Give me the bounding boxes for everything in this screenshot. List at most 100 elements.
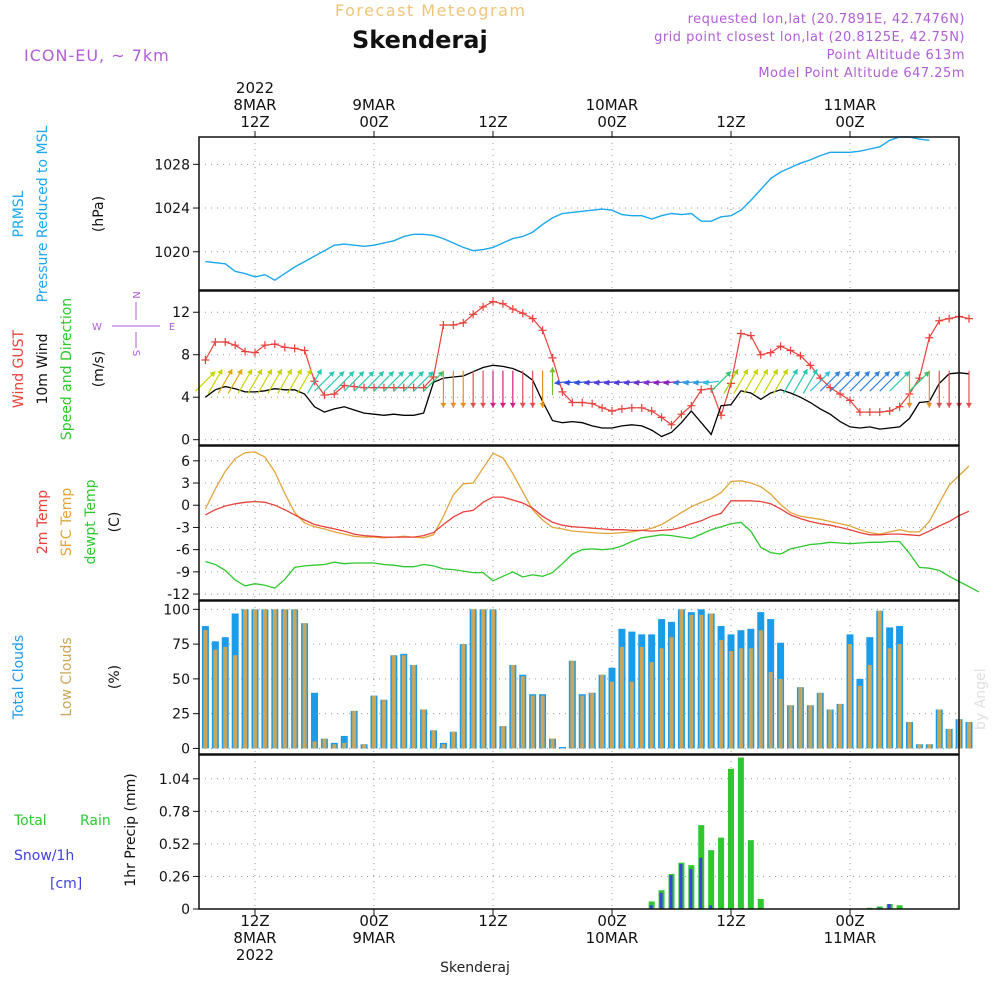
wind-arrow: [353, 370, 375, 392]
wind-arrow: [773, 368, 789, 394]
low-cloud-bar: [848, 644, 852, 749]
gust-marker: [508, 305, 517, 314]
gust-line: [204, 300, 970, 426]
wind-arrow-head: [368, 371, 374, 378]
top-time-label: 12Z: [716, 113, 745, 131]
wind-arrow: [743, 368, 759, 394]
plot-layer: 10201024102804812630-3-6-9-1202550751000…: [154, 79, 980, 964]
wind-arrow-head: [209, 371, 216, 378]
wind-arrow-head: [834, 371, 841, 378]
cloud-labels: Total Clouds Low Clouds (%): [11, 635, 123, 720]
wind-arrow-head: [703, 379, 709, 386]
low-cloud-bar: [917, 744, 922, 749]
rain-bar: [728, 768, 734, 909]
y-tick-label: -9: [176, 565, 190, 581]
wind-arrow-head: [388, 371, 394, 378]
wind-arrow-head: [653, 379, 659, 386]
t2m-line: [205, 496, 970, 538]
gust-marker: [489, 297, 497, 306]
wind-arrow-head: [762, 369, 768, 375]
low-cloud-bar: [550, 738, 555, 749]
top-time-label: 00Z: [835, 113, 864, 131]
low-cloud-bar: [679, 609, 684, 749]
wind-arrow: [782, 368, 799, 394]
wind-arrow-head: [844, 371, 850, 378]
wind-arrow: [926, 370, 933, 408]
top-time-label: 11MAR: [824, 96, 877, 114]
gust-marker: [399, 383, 408, 392]
bottom-time-label: 10MAR: [586, 929, 639, 947]
gust-marker: [429, 373, 438, 382]
wind-arrow-head: [864, 371, 870, 378]
precip-unit: 1hr Precip (mm): [123, 773, 139, 886]
top-time-label: 2022: [236, 79, 274, 97]
wind-arrow-head: [276, 369, 282, 375]
wind-arrow-head: [584, 379, 590, 386]
y-tick-label: 12: [172, 305, 190, 321]
gust-marker: [895, 402, 904, 411]
clouds-panel: 0 25 50 75 100: [163, 601, 973, 757]
gust-marker: [855, 408, 864, 417]
gust-marker: [806, 361, 815, 370]
gust-marker: [300, 346, 309, 355]
low-cloud-bar: [332, 744, 337, 749]
wind-arrow-head: [519, 402, 526, 408]
y-tick-label: 0: [181, 741, 190, 757]
wind-arrow: [879, 370, 900, 392]
wind-arrow-head: [306, 369, 312, 375]
wind-speed-line: [205, 364, 970, 438]
wind-arrow-head: [693, 379, 699, 386]
bottom-time-label: 00Z: [835, 912, 864, 930]
wind-arrow: [333, 370, 355, 392]
low-cloud-bar: [689, 614, 694, 749]
wind-arrow: [257, 368, 273, 394]
gust-marker: [637, 403, 646, 412]
gust-marker: [548, 353, 557, 362]
rain-bar: [737, 757, 744, 909]
wind-label-2: 10m Wind: [35, 333, 51, 404]
low-cloud-bar: [897, 644, 902, 749]
wind-arrow: [207, 368, 223, 394]
cloud-label-1: Total Clouds: [11, 635, 27, 720]
low-cloud-bar: [372, 695, 376, 749]
y-tick-label: 50: [172, 672, 190, 688]
wind-arrow-head: [266, 369, 273, 375]
precip-label-total: Total: [13, 813, 47, 829]
wind-arrow-head: [663, 379, 669, 386]
dewpt-line: [205, 521, 980, 593]
wind-arrow-head: [499, 402, 506, 408]
wind-arrow: [849, 370, 871, 392]
gust-marker: [687, 401, 696, 410]
rain-bar: [708, 850, 715, 909]
wind-arrow: [966, 370, 972, 408]
wind-frame: [198, 290, 960, 446]
precip-label-snow: Snow/1h: [14, 848, 74, 864]
gust-marker: [389, 383, 398, 392]
wind-arrow: [440, 370, 447, 408]
wind-arrow: [450, 370, 457, 408]
low-cloud-bar: [342, 742, 347, 749]
gust-marker: [756, 350, 765, 359]
temp-labels: 2m Temp SFC Temp dewpt Temp (C): [35, 479, 123, 564]
pressure-label-2: Pressure Reduced to MSL: [35, 125, 51, 302]
wind-arrow: [839, 370, 861, 392]
rain-bar: [896, 905, 903, 909]
snow-bar: [679, 863, 683, 909]
total-cloud-bar: [340, 735, 348, 749]
y-tick-label: 0: [181, 498, 190, 514]
gust-marker: [697, 385, 706, 394]
wind-panel: 0 4 8 12: [172, 291, 973, 449]
low-cloud-bar: [748, 648, 753, 749]
low-cloud-bar: [808, 705, 813, 749]
gust-marker: [221, 337, 230, 346]
low-cloud-bar: [381, 699, 386, 749]
low-cloud-bar: [947, 728, 952, 749]
wind-arrow: [802, 368, 818, 394]
wind-arrow: [393, 370, 415, 392]
low-cloud-bar: [391, 655, 396, 749]
wind-arrow: [306, 368, 323, 394]
gust-marker: [270, 340, 279, 349]
wind-arrow: [499, 370, 506, 408]
wind-arrow-head: [227, 369, 233, 375]
wind-arrow-head: [883, 371, 890, 378]
